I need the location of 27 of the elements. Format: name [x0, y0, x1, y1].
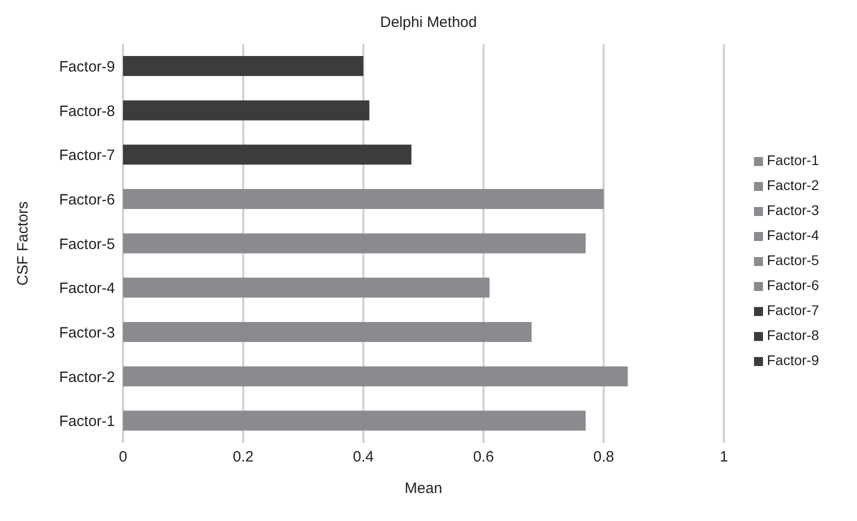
x-tick-label: 0.4 — [352, 448, 374, 466]
x-tick-label: 0.2 — [232, 448, 254, 466]
x-tick-label: 0.8 — [593, 448, 614, 466]
legend-label: Factor-8 — [766, 327, 819, 343]
legend-label: Factor-9 — [766, 352, 819, 368]
x-tick-label: 1 — [720, 448, 728, 466]
legend-label: Factor-7 — [766, 302, 819, 318]
legend-label: Factor-1 — [766, 152, 819, 168]
y-axis-title: CSF Factors — [14, 201, 32, 286]
y-tick-label: Factor-5 — [59, 236, 115, 253]
y-tick-label: Factor-2 — [59, 368, 115, 386]
chart-title: Delphi Method — [379, 14, 478, 31]
y-tick-label: Factor-3 — [59, 324, 115, 342]
x-tick-label: 0.6 — [473, 448, 494, 466]
y-tick-label: Factor-4 — [59, 280, 115, 298]
legend-label: Factor-4 — [766, 227, 819, 243]
y-tick-label: Factor-7 — [59, 147, 115, 164]
legend-label: Factor-6 — [766, 277, 819, 293]
x-tick-label: 0 — [118, 448, 128, 466]
y-tick-label: Factor-8 — [59, 102, 115, 120]
y-tick-label: Factor-1 — [59, 413, 115, 430]
y-tick-label: Factor-6 — [59, 191, 115, 208]
x-axis-title: Mean — [404, 480, 442, 497]
legend-label: Factor-3 — [766, 202, 819, 218]
y-tick-label: Factor-9 — [59, 58, 115, 76]
legend-label: Factor-5 — [766, 252, 819, 268]
legend-label: Factor-2 — [766, 177, 819, 193]
